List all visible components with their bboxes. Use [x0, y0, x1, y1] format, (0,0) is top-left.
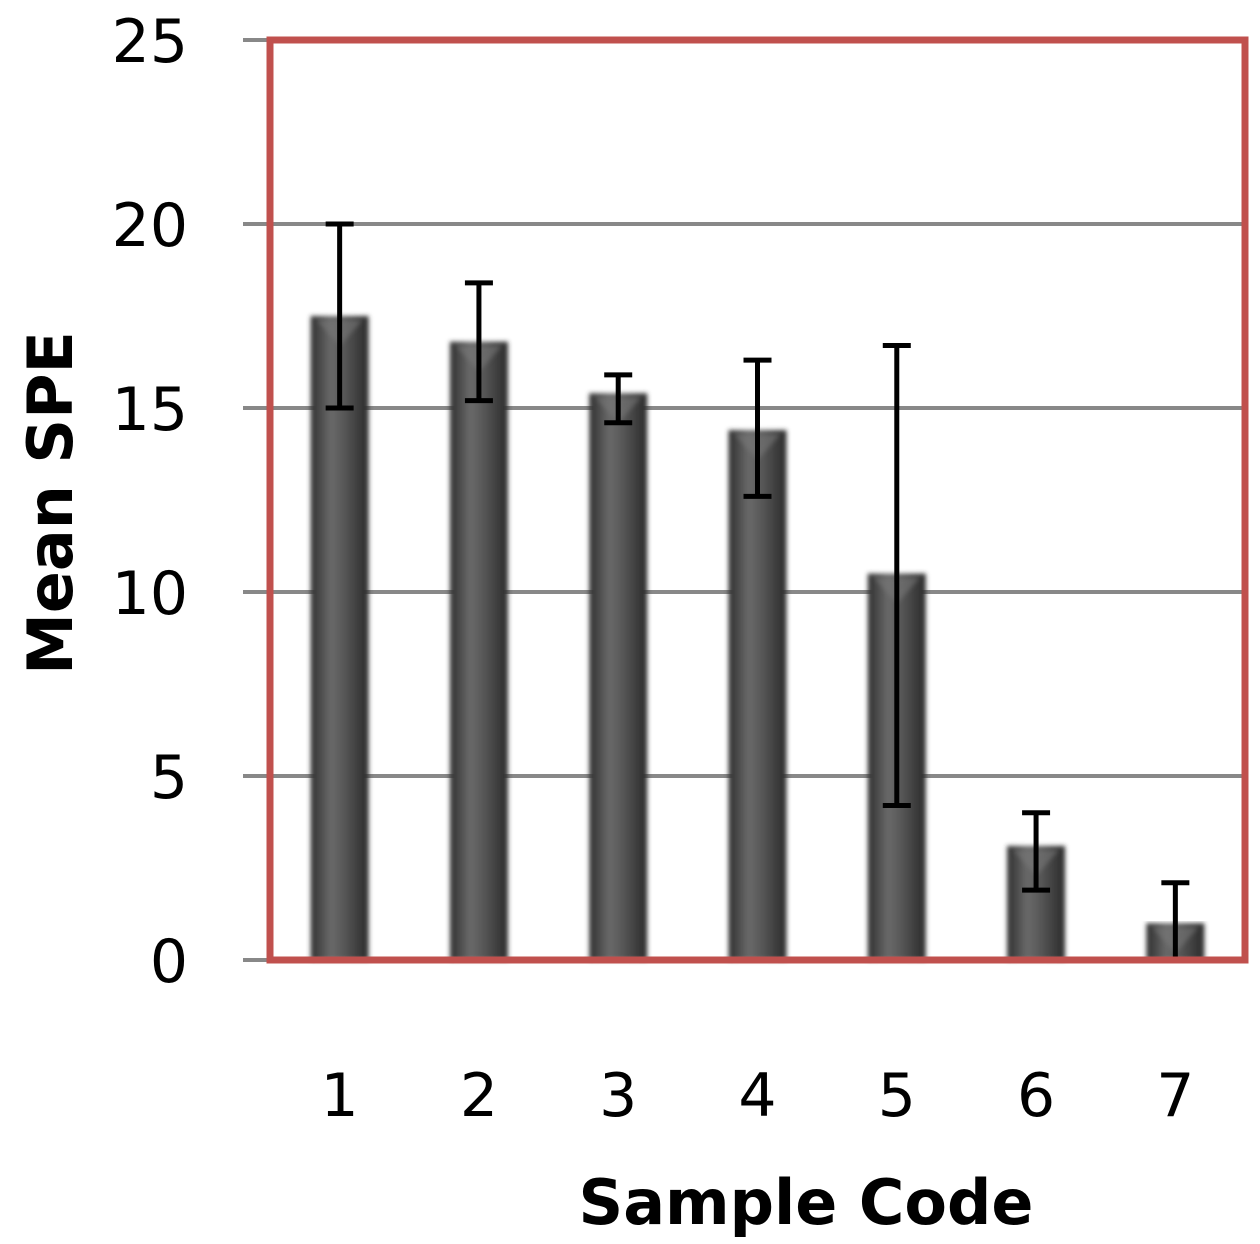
y-tick-label: 20 — [112, 191, 188, 261]
y-axis-ticks: 0 5 10 15 20 25 — [112, 7, 188, 997]
bars — [310, 316, 1205, 961]
error-bar — [464, 280, 493, 404]
error-bar — [1022, 810, 1051, 893]
x-tick-label: 4 — [738, 1061, 776, 1131]
x-tick-label: 1 — [321, 1061, 359, 1131]
x-tick-label: 7 — [1156, 1061, 1194, 1131]
bar — [449, 341, 508, 960]
x-tick-label: 6 — [1017, 1061, 1055, 1131]
error-bar — [1161, 880, 1190, 960]
y-tick-label: 5 — [150, 743, 188, 813]
error-bar — [604, 372, 633, 426]
error-bar — [743, 357, 772, 499]
x-tick-label: 5 — [878, 1061, 916, 1131]
x-axis-title: Sample Code — [579, 1166, 1034, 1239]
bar — [728, 430, 787, 961]
bar — [589, 393, 648, 960]
y-axis-title: Mean SPE — [14, 331, 87, 675]
plot-area-border — [266, 36, 1249, 964]
bar — [310, 316, 369, 960]
x-tick-label: 2 — [460, 1061, 498, 1131]
error-bar — [882, 342, 911, 808]
x-tick-label: 3 — [599, 1061, 637, 1131]
y-tick-label: 25 — [112, 7, 188, 77]
x-axis-ticks: 1 2 3 4 5 6 7 — [321, 1061, 1195, 1131]
y-tick-label: 10 — [112, 559, 188, 629]
error-bar — [325, 221, 354, 411]
error-bars — [325, 221, 1190, 960]
y-tick-label: 0 — [150, 927, 188, 997]
y-tick-label: 15 — [112, 375, 188, 445]
